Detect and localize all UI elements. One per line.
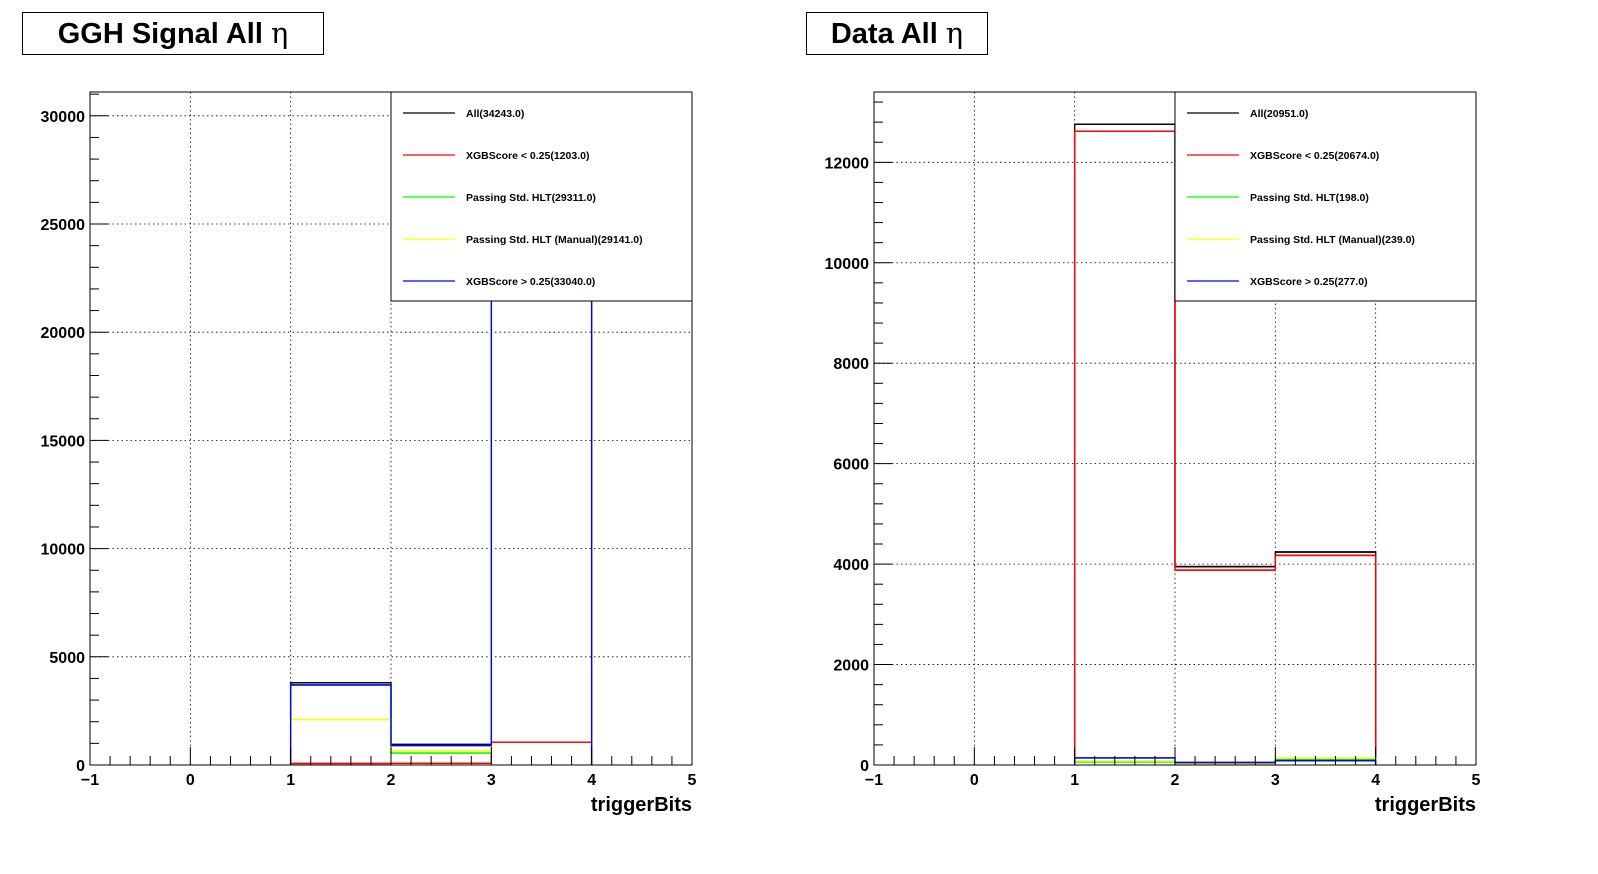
chart-panel-1: −1 0 1 2 3 4 5050001000015000200002500030000tr…	[41, 91, 697, 816]
x-tick-label: 1	[1070, 772, 1079, 789]
chart-title-data: Data All η	[806, 12, 988, 55]
y-tick-label: 2000	[833, 658, 869, 675]
y-tick-label: 6000	[833, 457, 869, 474]
legend: All(20951.0) XGBScore < 0.25(20674.0) Pass…	[1174, 91, 1477, 302]
y-tick-label: 10000	[41, 542, 86, 559]
eta-symbol: η	[270, 16, 289, 50]
legend-label-2: XGBScore < 0.25(1203.0)	[466, 150, 589, 162]
y-tick-label: 4000	[833, 557, 869, 574]
legend-label-4: Passing Std. HLT (Manual)(29141.0)	[466, 234, 643, 246]
eta-symbol: η	[945, 16, 964, 50]
legend-label-2: XGBScore < 0.25(20674.0)	[1250, 150, 1379, 162]
x-tick-label: −1	[81, 772, 99, 789]
chart-title-text: GGH Signal All	[57, 18, 263, 50]
x-axis-title: triggerBits	[1375, 794, 1476, 816]
x-tick-label: 4	[1371, 772, 1380, 789]
y-tick-label: 0	[76, 758, 85, 775]
x-axis-title: triggerBits	[591, 794, 692, 816]
x-tick-label: 3	[1271, 772, 1280, 789]
histogram-series-2	[289, 741, 593, 765]
x-tick-label: −1	[865, 772, 883, 789]
x-tick-label: 2	[1171, 772, 1180, 789]
legend-label-5: XGBScore > 0.25(277.0)	[1250, 276, 1368, 288]
x-tick-label: 3	[487, 772, 496, 789]
x-tick-label: 5	[1472, 772, 1481, 789]
y-tick-label: 10000	[825, 256, 870, 273]
x-tick-label: 2	[387, 772, 396, 789]
legend-label-4: Passing Std. HLT (Manual)(239.0)	[1250, 234, 1415, 246]
x-tick-label: 0	[186, 772, 195, 789]
chart-title-ggh: GGH Signal All η	[22, 12, 324, 55]
histogram-series-4	[1073, 757, 1377, 765]
histogram-series-5	[1073, 757, 1377, 765]
legend-label-5: XGBScore > 0.25(33040.0)	[466, 276, 595, 288]
y-tick-label: 0	[860, 758, 869, 775]
x-tick-label: 0	[970, 772, 979, 789]
x-tick-label: 1	[286, 772, 295, 789]
y-tick-label: 20000	[41, 325, 86, 342]
y-tick-label: 5000	[49, 650, 85, 667]
histogram-series-3	[289, 221, 593, 765]
histogram-series-1	[1073, 123, 1377, 765]
y-tick-label: 25000	[41, 217, 86, 234]
legend-label-3: Passing Std. HLT(29311.0)	[466, 192, 596, 204]
y-tick-label: 8000	[833, 356, 869, 373]
legend-label-3: Passing Std. HLT(198.0)	[1250, 192, 1369, 204]
y-tick-label: 12000	[825, 155, 870, 172]
histogram-outline	[289, 221, 593, 765]
y-tick-label: 30000	[41, 109, 86, 126]
histogram-series-2	[1073, 130, 1377, 765]
y-tick-label: 15000	[41, 433, 86, 450]
x-tick-label: 5	[688, 772, 697, 789]
legend: All(34243.0) XGBScore < 0.25(1203.0) Passi…	[390, 91, 693, 302]
legend-label-1: All(20951.0)	[1250, 108, 1308, 120]
chart-panel-2: −1 0 1 2 3 4 5020004000600080001000012000trigg…	[825, 91, 1481, 816]
chart-title-text: Data All	[830, 18, 938, 50]
x-tick-label: 4	[587, 772, 596, 789]
legend-label-1: All(34243.0)	[466, 108, 524, 120]
